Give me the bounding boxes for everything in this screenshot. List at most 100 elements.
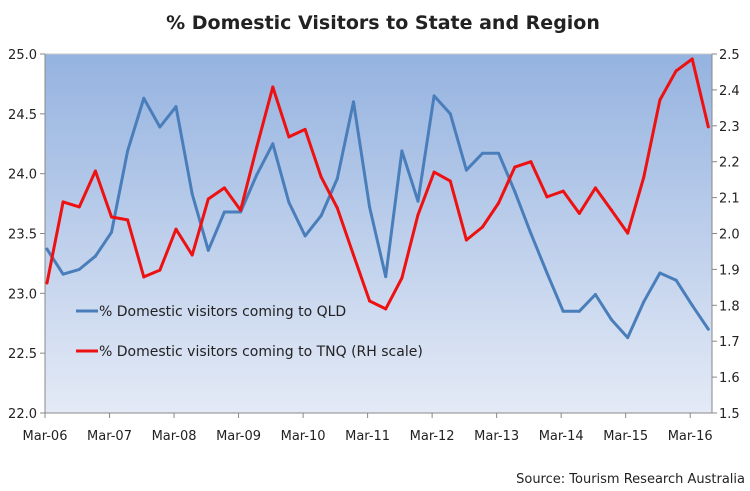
tnq-data-point bbox=[206, 197, 210, 201]
tnq-data-point bbox=[174, 227, 178, 231]
left-tick-label: 23.5 bbox=[8, 228, 37, 243]
plot-area bbox=[44, 53, 713, 414]
legend: % Domestic visitors coming to QLD % Dome… bbox=[76, 304, 423, 360]
tnq-data-point bbox=[287, 135, 291, 139]
right-tick-label: 1.8 bbox=[719, 299, 740, 314]
qld-data-point bbox=[255, 173, 259, 177]
tnq-data-point bbox=[239, 208, 243, 212]
qld-data-point bbox=[93, 254, 97, 258]
qld-data-point bbox=[593, 293, 597, 297]
tnq-data-point bbox=[190, 253, 194, 257]
tnq-data-point bbox=[497, 201, 501, 205]
tnq-data-point bbox=[335, 206, 339, 210]
right-tick-label: 2.0 bbox=[719, 228, 740, 243]
left-tick-label: 24.0 bbox=[8, 168, 37, 183]
left-tick-label: 23.0 bbox=[8, 287, 37, 302]
tnq-data-point bbox=[416, 213, 420, 217]
qld-data-point bbox=[658, 271, 662, 275]
tnq-data-point bbox=[593, 186, 597, 190]
right-tick-label: 1.6 bbox=[719, 371, 740, 386]
qld-data-point bbox=[45, 247, 49, 251]
qld-data-point bbox=[190, 192, 194, 196]
right-tick-label: 2.2 bbox=[719, 156, 740, 171]
tnq-data-point bbox=[658, 98, 662, 102]
right-tick-label: 1.9 bbox=[719, 263, 740, 278]
x-tick-label: Mar-10 bbox=[281, 429, 326, 444]
qld-data-point bbox=[77, 267, 81, 271]
source-note: Source: Tourism Research Australia bbox=[516, 472, 745, 487]
tnq-data-point bbox=[61, 200, 65, 204]
qld-data-point bbox=[642, 300, 646, 304]
tnq-data-point bbox=[400, 276, 404, 280]
tnq-data-point bbox=[464, 238, 468, 242]
tnq-data-point bbox=[319, 175, 323, 179]
qld-data-point bbox=[110, 230, 114, 234]
tnq-data-point bbox=[610, 208, 614, 212]
qld-data-point bbox=[335, 176, 339, 180]
chart-title: % Domestic Visitors to State and Region bbox=[166, 12, 600, 34]
qld-data-point bbox=[287, 200, 291, 204]
tnq-data-point bbox=[561, 189, 565, 193]
tnq-data-point bbox=[368, 299, 372, 303]
tnq-data-point bbox=[626, 231, 630, 235]
tnq-data-point bbox=[432, 170, 436, 174]
x-tick-label: Mar-12 bbox=[410, 429, 455, 444]
qld-data-point bbox=[706, 327, 710, 331]
left-tick-label: 22.0 bbox=[8, 407, 37, 422]
x-tick-label: Mar-13 bbox=[474, 429, 519, 444]
qld-data-point bbox=[206, 248, 210, 252]
legend-label-tnq: % Domestic visitors coming to TNQ (RH sc… bbox=[99, 344, 423, 360]
tnq-data-point bbox=[93, 169, 97, 173]
x-tick-label: Mar-11 bbox=[345, 429, 390, 444]
tnq-data-point bbox=[271, 85, 275, 89]
right-tick-label: 2.3 bbox=[719, 120, 740, 135]
qld-data-point bbox=[174, 105, 178, 109]
tnq-data-point bbox=[706, 125, 710, 129]
qld-data-point bbox=[400, 149, 404, 153]
tnq-data-point bbox=[690, 57, 694, 61]
tnq-data-point bbox=[545, 195, 549, 199]
tnq-data-point bbox=[577, 211, 581, 215]
qld-data-point bbox=[319, 214, 323, 218]
qld-data-point bbox=[464, 168, 468, 172]
tnq-data-point bbox=[303, 127, 307, 131]
x-tick-label: Mar-07 bbox=[87, 429, 132, 444]
qld-data-point bbox=[513, 190, 517, 194]
qld-data-point bbox=[432, 94, 436, 98]
tnq-data-point bbox=[222, 186, 226, 190]
qld-data-point bbox=[61, 272, 65, 276]
tnq-data-point bbox=[255, 145, 259, 149]
qld-data-point bbox=[158, 125, 162, 129]
qld-data-point bbox=[222, 210, 226, 214]
qld-data-point bbox=[126, 149, 130, 153]
right-tick-label: 1.7 bbox=[719, 335, 740, 350]
tnq-data-point bbox=[642, 175, 646, 179]
qld-data-point bbox=[674, 278, 678, 282]
left-tick-label: 22.5 bbox=[8, 347, 37, 362]
x-tick-label: Mar-08 bbox=[152, 429, 197, 444]
right-tick-label: 2.1 bbox=[719, 192, 740, 207]
qld-data-point bbox=[384, 275, 388, 279]
legend-label-qld: % Domestic visitors coming to QLD bbox=[99, 304, 346, 320]
tnq-data-point bbox=[351, 253, 355, 257]
qld-data-point bbox=[561, 309, 565, 313]
tnq-data-point bbox=[529, 160, 533, 164]
tnq-data-point bbox=[142, 275, 146, 279]
qld-data-point bbox=[577, 309, 581, 313]
qld-data-point bbox=[368, 205, 372, 209]
x-tick-label: Mar-14 bbox=[539, 429, 584, 444]
left-tick-label: 25.0 bbox=[8, 48, 37, 63]
x-tick-label: Mar-16 bbox=[668, 429, 713, 444]
tnq-data-point bbox=[513, 165, 517, 169]
series-line-tnq bbox=[45, 57, 710, 311]
qld-data-point bbox=[351, 100, 355, 104]
qld-data-point bbox=[271, 142, 275, 146]
qld-data-point bbox=[497, 151, 501, 155]
tnq-data-point bbox=[674, 69, 678, 73]
qld-data-point bbox=[303, 234, 307, 238]
qld-data-point bbox=[690, 303, 694, 307]
qld-data-point bbox=[142, 96, 146, 100]
right-tick-label: 1.5 bbox=[719, 407, 740, 422]
qld-data-point bbox=[626, 336, 630, 340]
